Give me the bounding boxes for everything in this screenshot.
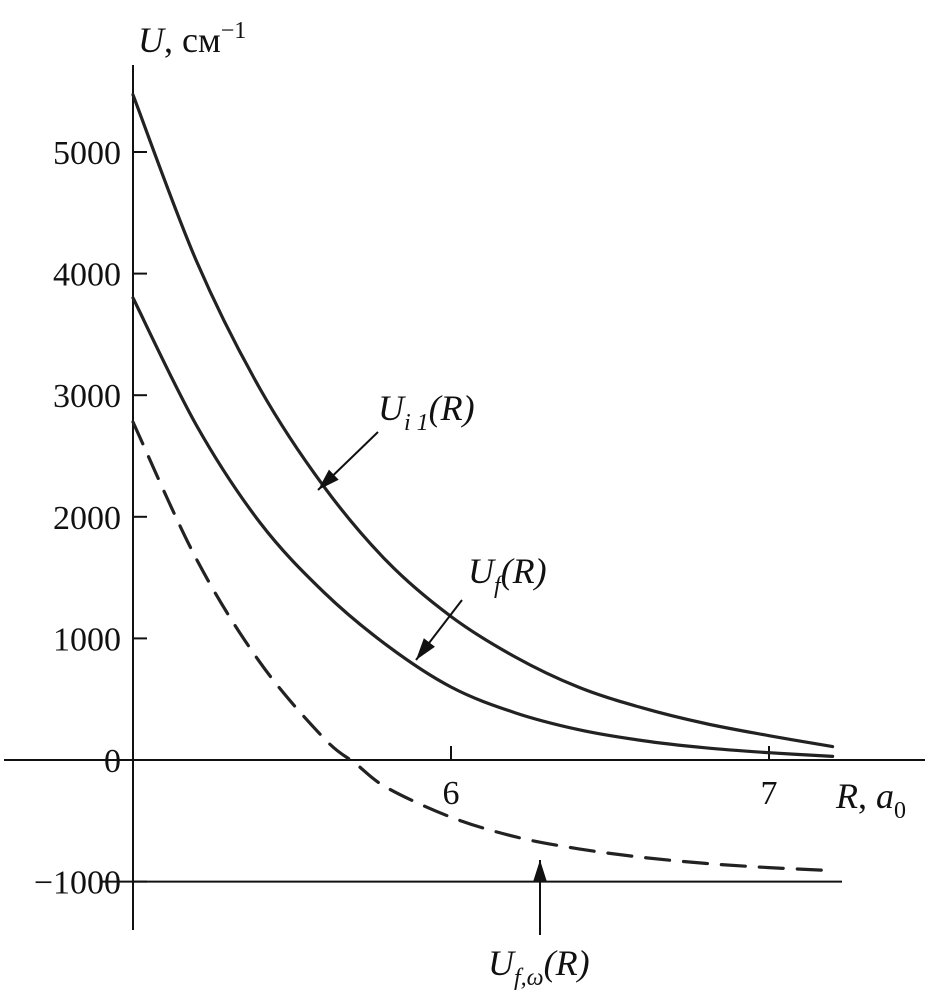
arrowhead-uf xyxy=(416,638,435,660)
y-tick-label: 1000 xyxy=(53,621,121,658)
series-uf-curve xyxy=(131,296,835,758)
tick-labels: −1000 0 1000 2000 3000 4000 5000 6 7 xyxy=(34,135,778,902)
y-tick-label: 4000 xyxy=(53,257,121,294)
arrowhead-ufw xyxy=(533,860,547,882)
arrowhead-ui1 xyxy=(318,469,339,490)
x-tick-label: 6 xyxy=(443,775,460,812)
series-label-uf: Uf(R) xyxy=(468,551,547,599)
y-tick-label: 3000 xyxy=(53,378,121,415)
axes xyxy=(4,65,925,930)
y-tick-label: 0 xyxy=(104,743,121,780)
y-tick-label: −1000 xyxy=(34,865,121,902)
series-label-ui1: Ui 1(R) xyxy=(378,388,475,436)
y-axis-title: U, см−1 xyxy=(138,18,246,60)
y-tick-label: 5000 xyxy=(53,135,121,172)
series-curves xyxy=(131,93,835,873)
series-label-ufw: Uf,ω(R) xyxy=(488,943,590,991)
series-annotations: Ui 1(R) Uf(R) Uf,ω(R) xyxy=(317,388,590,991)
ticks xyxy=(133,151,770,883)
series-ui1-curve xyxy=(131,93,835,749)
x-axis-title: R, a0 xyxy=(835,776,906,824)
y-tick-label: 2000 xyxy=(53,500,121,537)
series-ufw-curve xyxy=(131,420,835,873)
x-tick-label: 7 xyxy=(761,775,778,812)
